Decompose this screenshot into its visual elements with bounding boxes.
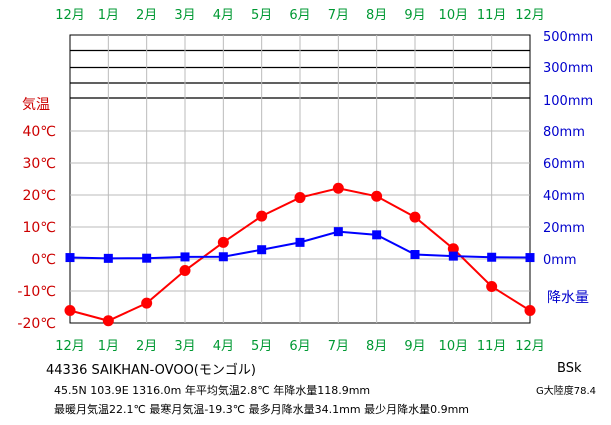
month-label-top: 8月 bbox=[366, 8, 387, 23]
precipitation-point bbox=[410, 250, 420, 260]
month-label-bottom: 3月 bbox=[174, 339, 195, 354]
temperature-point bbox=[409, 211, 421, 223]
left-tick-label: 20℃ bbox=[22, 188, 56, 204]
temperature-point bbox=[256, 210, 268, 222]
month-label-bottom: 2月 bbox=[136, 339, 157, 354]
month-label-top: 12月 bbox=[515, 8, 545, 23]
month-label-top: 6月 bbox=[289, 8, 310, 23]
temperature-point bbox=[179, 265, 191, 277]
month-label-top: 7月 bbox=[328, 8, 349, 23]
right-tick-label: 80mm bbox=[543, 125, 585, 140]
left-tick-label: -10℃ bbox=[17, 284, 56, 300]
precipitation-point bbox=[487, 252, 497, 262]
month-label-top: 9月 bbox=[404, 8, 425, 23]
right-tick-label: 0mm bbox=[543, 253, 577, 268]
continentality-index: G大陸度78.4 bbox=[536, 386, 597, 397]
right-axis-title: 降水量 bbox=[547, 290, 589, 306]
month-label-bottom: 8月 bbox=[366, 339, 387, 354]
month-label-top: 3月 bbox=[174, 8, 195, 23]
temperature-point bbox=[64, 305, 76, 317]
precipitation-point bbox=[333, 227, 343, 237]
precipitation-point bbox=[180, 252, 190, 262]
month-label-bottom: 5月 bbox=[251, 339, 272, 354]
precipitation-point bbox=[103, 253, 113, 263]
temperature-point bbox=[486, 281, 498, 293]
temperature-point bbox=[294, 192, 306, 204]
month-label-top: 4月 bbox=[213, 8, 234, 23]
month-label-top: 10月 bbox=[439, 8, 469, 23]
left-tick-label: -20℃ bbox=[17, 316, 56, 332]
temperature-point bbox=[141, 297, 153, 309]
temperature-point bbox=[332, 182, 344, 194]
station-stats-line-1: 45.5N 103.9E 1316.0m 年平均気温2.8℃ 年降水量118.9… bbox=[54, 384, 371, 397]
precipitation-point bbox=[295, 237, 305, 247]
precipitation-point bbox=[372, 230, 382, 240]
left-axis-title: 気温 bbox=[22, 97, 50, 113]
precipitation-point bbox=[448, 251, 458, 261]
right-tick-label: 60mm bbox=[543, 157, 585, 172]
temperature-point bbox=[524, 305, 536, 317]
precipitation-point bbox=[65, 253, 75, 263]
month-label-bottom: 11月 bbox=[477, 339, 507, 354]
precipitation-point bbox=[218, 252, 228, 262]
left-tick-label: 30℃ bbox=[22, 156, 56, 172]
month-label-bottom: 9月 bbox=[404, 339, 425, 354]
left-tick-label: 0℃ bbox=[31, 252, 56, 268]
right-tick-label: 40mm bbox=[543, 189, 585, 204]
right-tick-label: 500mm bbox=[543, 30, 593, 45]
precipitation-point bbox=[142, 253, 152, 263]
month-label-bottom: 12月 bbox=[515, 339, 545, 354]
precipitation-point bbox=[525, 253, 535, 263]
right-tick-label: 300mm bbox=[543, 61, 593, 76]
right-tick-label: 100mm bbox=[543, 94, 593, 109]
temperature-point bbox=[447, 243, 459, 255]
month-label-bottom: 6月 bbox=[289, 339, 310, 354]
right-tick-label: 20mm bbox=[543, 221, 585, 236]
month-label-top: 11月 bbox=[477, 8, 507, 23]
month-label-top: 1月 bbox=[98, 8, 119, 23]
temperature-point bbox=[371, 190, 383, 202]
station-name: 44336 SAIKHAN-OVOO(モンゴル) bbox=[46, 363, 256, 378]
month-label-bottom: 7月 bbox=[328, 339, 349, 354]
month-label-bottom: 12月 bbox=[55, 339, 85, 354]
month-label-top: 12月 bbox=[55, 8, 85, 23]
month-label-bottom: 1月 bbox=[98, 339, 119, 354]
month-label-bottom: 10月 bbox=[439, 339, 469, 354]
month-label-bottom: 4月 bbox=[213, 339, 234, 354]
month-label-top: 2月 bbox=[136, 8, 157, 23]
left-tick-label: 10℃ bbox=[22, 220, 56, 236]
temperature-point bbox=[217, 236, 229, 248]
station-stats-line-2: 最暖月気温22.1℃ 最寒月気温-19.3℃ 最多月降水量34.1mm 最少月降… bbox=[54, 403, 469, 416]
left-tick-label: 40℃ bbox=[22, 124, 56, 140]
month-label-top: 5月 bbox=[251, 8, 272, 23]
climate-class: BSk bbox=[557, 361, 582, 376]
precipitation-point bbox=[257, 245, 267, 255]
temperature-point bbox=[102, 315, 114, 327]
